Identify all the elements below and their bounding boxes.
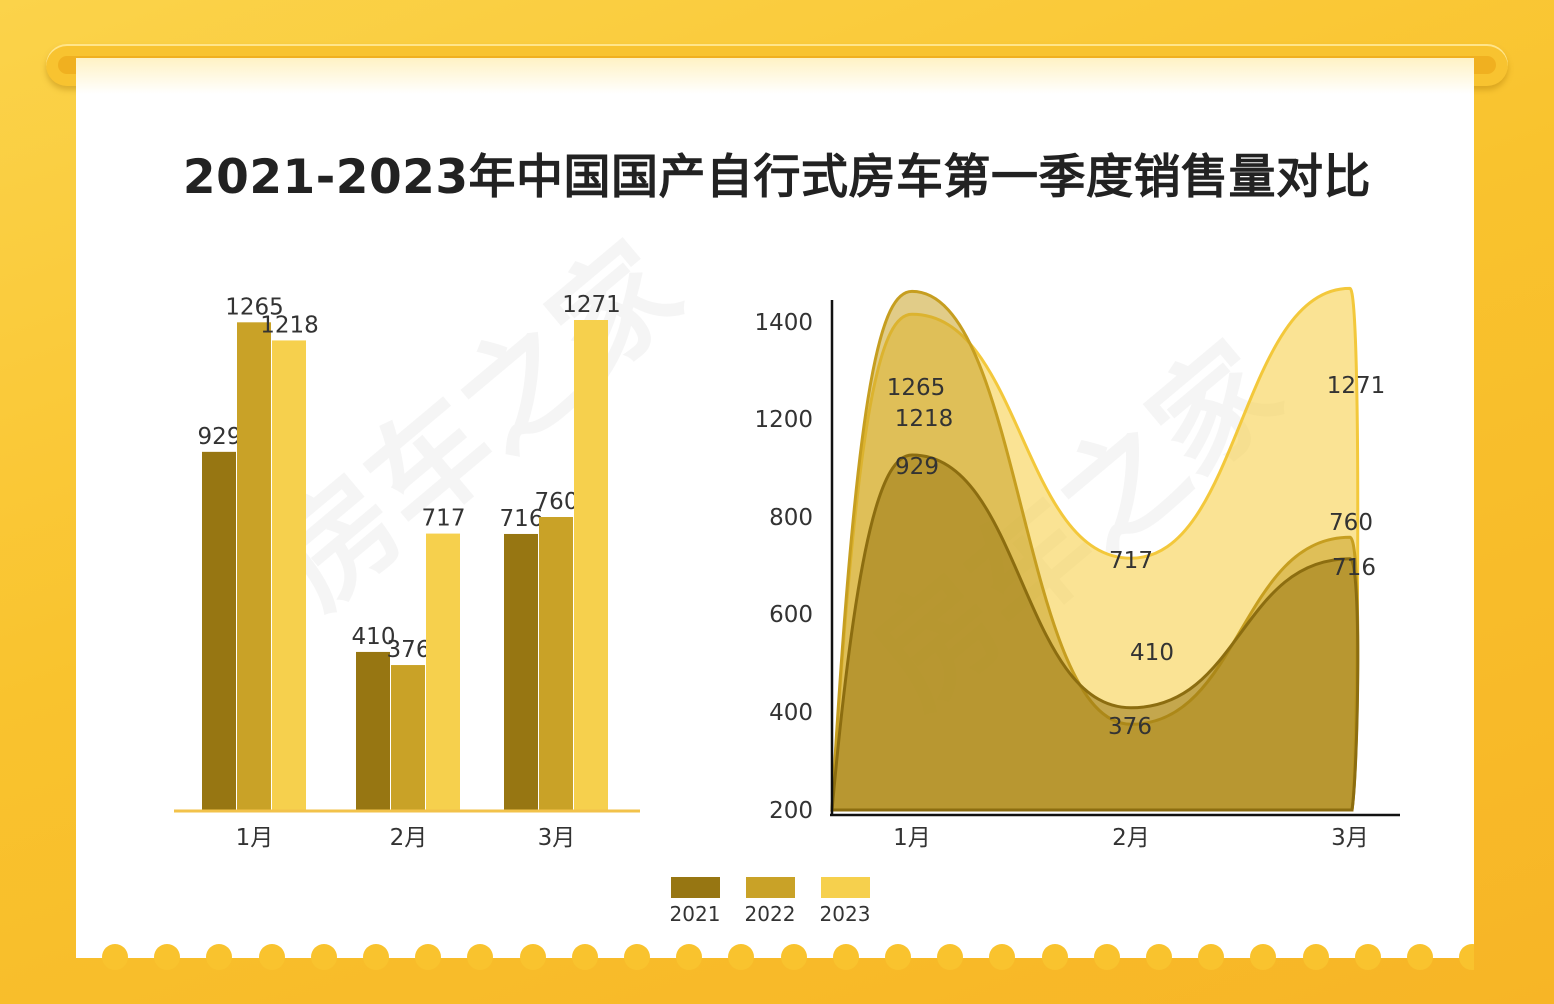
scallop [102,944,128,970]
bar-2021-2 [504,533,538,810]
area-value-label: 760 [1329,510,1373,536]
bar-2021-0 [202,451,236,810]
scallop [1354,944,1381,970]
scallop [728,944,755,970]
scallop [624,944,650,970]
scallop [989,944,1016,970]
scallop [467,944,494,970]
bar-2023-2 [574,320,608,810]
area-value-label: 1265 [887,375,946,401]
bar-value-label: 376 [387,637,431,663]
scallop [1146,944,1172,970]
bar-value-label: 1271 [562,292,621,318]
bar-x-tick-label: 1月 [236,825,274,851]
paper-top-shade [76,58,1474,94]
scallop [832,944,859,970]
bar-value-label: 1265 [225,294,284,320]
bar-x-tick-label: 3月 [538,825,576,851]
scallop [1198,944,1225,970]
bar-value-label: 760 [535,489,579,515]
area-value-label: 376 [1108,714,1152,740]
scallop [206,944,233,970]
chart-title: 2021-2023年中国国产自行式房车第一季度销售量对比 [182,150,1372,205]
scallop [676,944,703,970]
scallop [363,944,389,970]
legend-label: 2023 [820,902,871,926]
bar-value-label: 929 [198,424,242,450]
bar-value-label: 717 [422,506,466,532]
bar-2023-1 [426,533,460,810]
scallop [571,944,598,970]
scallop [885,944,911,970]
scallop [1041,944,1068,970]
legend-label: 2021 [670,902,721,926]
scallop [310,944,337,970]
area-x-tick-label: 3月 [1331,825,1369,851]
legend-swatch-2023 [821,877,870,898]
bar-2021-1 [356,651,390,810]
scallop [1093,944,1120,970]
area-x-tick-label: 1月 [893,825,931,851]
legend-label: 2022 [745,902,796,926]
area-value-label: 716 [1332,555,1376,581]
area-value-label: 717 [1109,548,1153,574]
area-y-tick-label: 200 [769,798,813,824]
bar-value-label: 1218 [260,312,319,338]
scallop [1459,944,1474,970]
area-value-label: 1218 [895,406,954,432]
scalloped-edge [76,944,1474,974]
area-y-tick-label: 1200 [754,407,813,433]
area-x-tick-label: 2月 [1112,825,1150,851]
bar-2022-0 [237,322,271,810]
legend-swatch-2022 [746,877,795,898]
area-value-label: 1271 [1327,373,1386,399]
scallop [937,944,964,970]
scallop [780,944,807,970]
area-y-tick-label: 400 [769,700,813,726]
scallop [258,944,285,970]
area-y-tick-label: 800 [769,505,813,531]
scallop [415,944,442,970]
scallop [519,944,546,970]
area-value-label: 929 [895,454,939,480]
bar-value-label: 410 [352,624,396,650]
bar-2022-2 [539,517,573,810]
area-value-label: 410 [1130,640,1174,666]
legend-swatch-2021 [671,877,720,898]
scallop [1302,944,1329,970]
bar-2022-1 [391,665,425,810]
area-y-tick-label: 600 [769,602,813,628]
area-y-tick-label: 1400 [754,310,813,336]
bar-value-label: 716 [500,506,544,532]
scallop [154,944,181,970]
bar-2023-0 [272,340,306,810]
bar-x-tick-label: 2月 [390,825,428,851]
scallop [1407,944,1433,970]
scallop [1250,944,1277,970]
area-2021 [830,453,1360,812]
